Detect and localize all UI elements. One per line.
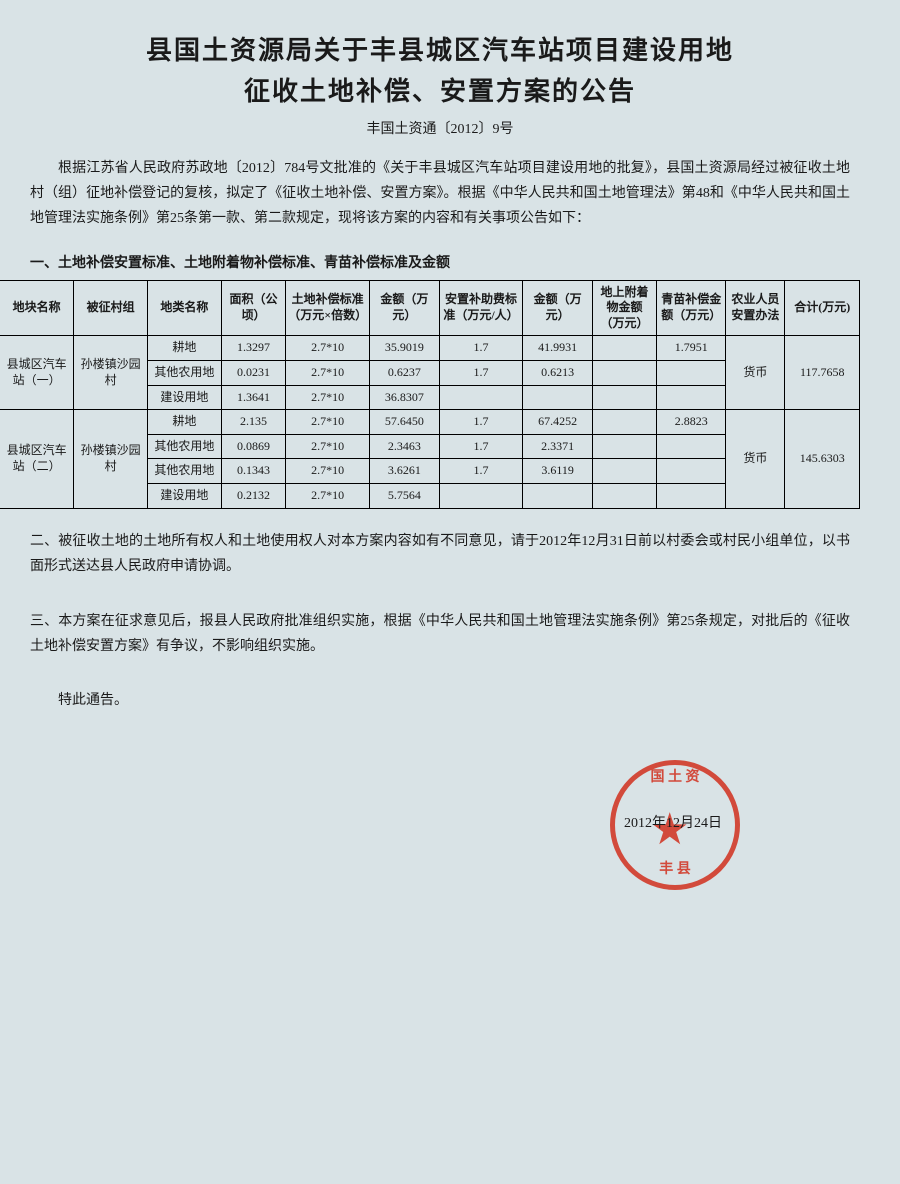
cell-subamt: 41.9931 <box>523 336 592 361</box>
cell-area: 1.3641 <box>221 385 285 410</box>
cell-village: 孙楼镇沙园村 <box>74 336 148 410</box>
paragraph-2: 二、被征收土地的土地所有权人和土地使用权人对本方案内容如有不同意见，请于2012… <box>30 529 850 579</box>
cell-area: 1.3297 <box>221 336 285 361</box>
cell-settle: 货币 <box>726 410 785 508</box>
cell-attach <box>592 360 656 385</box>
seal-text-bottom: 丰 县 <box>610 760 740 988</box>
cell-amt: 0.6237 <box>370 360 439 385</box>
cell-subamt <box>523 385 592 410</box>
cell-total: 117.7658 <box>785 336 860 410</box>
cell-std: 2.7*10 <box>286 336 370 361</box>
table-row: 县城区汽车站（二） 孙楼镇沙园村 耕地 2.135 2.7*10 57.6450… <box>0 410 860 435</box>
cell-area: 2.135 <box>221 410 285 435</box>
cell-land: 耕地 <box>148 410 222 435</box>
cell-substd <box>439 385 523 410</box>
cell-attach <box>592 459 656 484</box>
cell-substd: 1.7 <box>439 434 523 459</box>
th-subamt: 金额（万元） <box>523 280 592 336</box>
th-block: 地块名称 <box>0 280 74 336</box>
cell-sprout <box>657 434 726 459</box>
cell-village: 孙楼镇沙园村 <box>74 410 148 508</box>
cell-sprout <box>657 483 726 508</box>
cell-subamt: 0.6213 <box>523 360 592 385</box>
th-area: 面积（公顷） <box>221 280 285 336</box>
cell-land: 其他农用地 <box>148 434 222 459</box>
cell-sprout: 1.7951 <box>657 336 726 361</box>
cell-land: 建设用地 <box>148 483 222 508</box>
table-row: 县城区汽车站（一） 孙楼镇沙园村 耕地 1.3297 2.7*10 35.901… <box>0 336 860 361</box>
cell-subamt <box>523 483 592 508</box>
official-seal: 国 土 资 ★ 丰 县 2012年12月24日 <box>610 760 740 890</box>
cell-amt: 3.6261 <box>370 459 439 484</box>
cell-amt: 36.8307 <box>370 385 439 410</box>
cell-area: 0.1343 <box>221 459 285 484</box>
cell-sprout <box>657 459 726 484</box>
section-1-heading: 一、土地补偿安置标准、土地附着物补偿标准、青苗补偿标准及金额 <box>30 252 850 272</box>
title-line2: 征收土地补偿、安置方案的公告 <box>0 71 880 108</box>
th-settle: 农业人员安置办法 <box>726 280 785 336</box>
cell-amt: 2.3463 <box>370 434 439 459</box>
th-substd: 安置补助费标准（万元/人） <box>439 280 523 336</box>
cell-std: 2.7*10 <box>286 385 370 410</box>
th-amt: 金额（万元） <box>370 280 439 336</box>
cell-land: 其他农用地 <box>148 459 222 484</box>
cell-amt: 5.7564 <box>370 483 439 508</box>
compensation-table-wrap: 地块名称 被征村组 地类名称 面积（公顷） 土地补偿标准（万元×倍数） 金额（万… <box>0 280 860 509</box>
cell-std: 2.7*10 <box>286 459 370 484</box>
cell-area: 0.2132 <box>221 483 285 508</box>
cell-sprout <box>657 385 726 410</box>
cell-substd: 1.7 <box>439 336 523 361</box>
cell-substd: 1.7 <box>439 410 523 435</box>
cell-std: 2.7*10 <box>286 360 370 385</box>
cell-land: 耕地 <box>148 336 222 361</box>
cell-settle: 货币 <box>726 336 785 410</box>
seal-date: 2012年12月24日 <box>624 812 764 832</box>
closing: 特此通告。 <box>30 689 850 709</box>
compensation-table: 地块名称 被征村组 地类名称 面积（公顷） 土地补偿标准（万元×倍数） 金额（万… <box>0 280 860 509</box>
cell-std: 2.7*10 <box>286 410 370 435</box>
cell-std: 2.7*10 <box>286 483 370 508</box>
cell-attach <box>592 483 656 508</box>
cell-substd <box>439 483 523 508</box>
cell-subamt: 67.4252 <box>523 410 592 435</box>
cell-block: 县城区汽车站（二） <box>0 410 74 508</box>
cell-attach <box>592 385 656 410</box>
cell-amt: 57.6450 <box>370 410 439 435</box>
cell-substd: 1.7 <box>439 360 523 385</box>
title-line1: 县国土资源局关于丰县城区汽车站项目建设用地 <box>40 30 840 67</box>
document-number: 丰国土资通〔2012〕9号 <box>0 118 880 138</box>
th-sprout: 青苗补偿金额（万元） <box>657 280 726 336</box>
th-landtype: 地类名称 <box>148 280 222 336</box>
cell-attach <box>592 410 656 435</box>
cell-area: 0.0231 <box>221 360 285 385</box>
cell-area: 0.0869 <box>221 434 285 459</box>
th-std: 土地补偿标准（万元×倍数） <box>286 280 370 336</box>
paragraph-3: 三、本方案在征求意见后，报县人民政府批准组织实施，根据《中华人民共和国土地管理法… <box>30 609 850 659</box>
cell-block: 县城区汽车站（一） <box>0 336 74 410</box>
cell-amt: 35.9019 <box>370 336 439 361</box>
cell-subamt: 2.3371 <box>523 434 592 459</box>
cell-sprout: 2.8823 <box>657 410 726 435</box>
th-total: 合计(万元) <box>785 280 860 336</box>
cell-land: 建设用地 <box>148 385 222 410</box>
cell-total: 145.6303 <box>785 410 860 508</box>
cell-std: 2.7*10 <box>286 434 370 459</box>
table-header-row: 地块名称 被征村组 地类名称 面积（公顷） 土地补偿标准（万元×倍数） 金额（万… <box>0 280 860 336</box>
th-village: 被征村组 <box>74 280 148 336</box>
cell-attach <box>592 434 656 459</box>
cell-land: 其他农用地 <box>148 360 222 385</box>
th-attach: 地上附着物金额（万元） <box>592 280 656 336</box>
cell-substd: 1.7 <box>439 459 523 484</box>
cell-attach <box>592 336 656 361</box>
cell-sprout <box>657 360 726 385</box>
paragraph-1: 根据江苏省人民政府苏政地〔2012〕784号文批准的《关于丰县城区汽车站项目建设… <box>30 156 850 232</box>
cell-subamt: 3.6119 <box>523 459 592 484</box>
